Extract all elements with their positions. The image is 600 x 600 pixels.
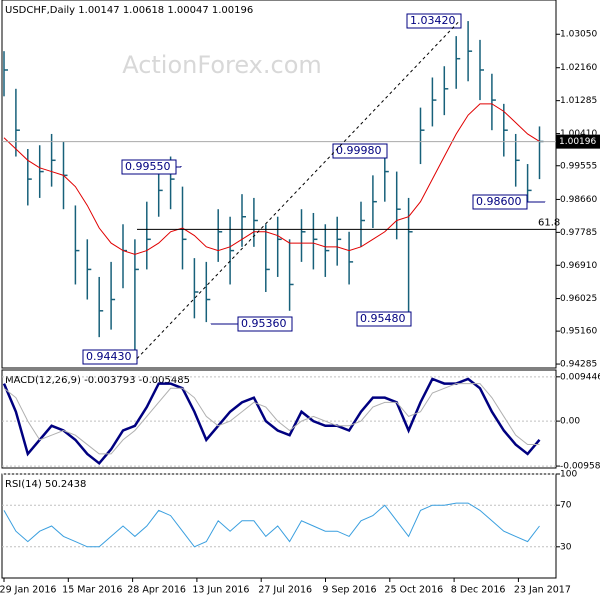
last-price-tag xyxy=(556,134,600,149)
fib-label: 61.8 xyxy=(538,217,560,228)
annotation-box xyxy=(332,143,388,159)
annotation-label: 1.03420 xyxy=(410,14,456,27)
y-tick-label: 1.02160 xyxy=(560,63,597,73)
chart-title: USDCHF,Daily 1.00147 1.00618 1.00047 1.0… xyxy=(5,5,253,16)
y-tick-label: 0.009446 xyxy=(560,372,600,382)
annotation-label: 0.98600 xyxy=(476,195,522,208)
y-tick-label: -0.009588 xyxy=(560,462,600,472)
annotation-box xyxy=(121,159,177,175)
watermark: ActionForex.com xyxy=(122,51,322,79)
rsi-title: RSI(14) 50.2438 xyxy=(5,479,86,490)
annotation-box xyxy=(237,316,293,332)
x-tick-label: 29 Jan 2016 xyxy=(0,585,56,596)
y-tick-label: 0.98660 xyxy=(560,195,597,205)
y-tick-label: 100 xyxy=(560,470,577,480)
y-tick-label: 0.96025 xyxy=(560,294,597,304)
series-line xyxy=(2,377,541,466)
y-tick-label: 0.97785 xyxy=(560,228,597,238)
series-line xyxy=(3,103,540,255)
annotation-label: 0.94430 xyxy=(86,350,132,363)
annotation-box xyxy=(356,311,412,327)
annotation-box xyxy=(406,13,462,29)
x-tick-label: 28 Apr 2016 xyxy=(127,585,186,596)
annotation-box xyxy=(472,194,528,210)
x-tick-label: 23 Jan 2017 xyxy=(514,585,571,596)
macd-title: MACD(12,26,9) -0.003793 -0.005485 xyxy=(5,375,190,386)
y-tick-label: 0.94285 xyxy=(560,360,597,370)
y-tick-label: 1.00410 xyxy=(560,129,597,139)
y-tick-label: 30 xyxy=(560,542,572,552)
x-tick-label: 27 Jul 2016 xyxy=(258,585,312,596)
x-tick-label: 25 Oct 2016 xyxy=(384,585,443,596)
y-tick-label: 0.00 xyxy=(560,417,580,427)
panel-frame xyxy=(1,369,557,469)
annotation-label: 0.95480 xyxy=(360,312,406,325)
y-tick-label: 0.95160 xyxy=(560,327,597,337)
y-tick-label: 1.01285 xyxy=(560,96,597,106)
series-line xyxy=(3,383,540,455)
y-tick-label: 0.99555 xyxy=(560,161,597,171)
x-tick-label: 8 Dec 2016 xyxy=(451,585,506,596)
x-tick-label: 15 Mar 2016 xyxy=(62,585,122,596)
annotation-label: 0.99550 xyxy=(125,160,171,173)
y-tick-label: 70 xyxy=(560,501,572,511)
y-tick-label: 0.96910 xyxy=(560,261,597,271)
annotation-label: 0.99980 xyxy=(336,144,382,157)
x-tick-label: 9 Sep 2016 xyxy=(322,585,376,596)
annotation-label: 0.95360 xyxy=(241,317,287,330)
annotation-box xyxy=(82,349,138,365)
last-price-label: 1.00196 xyxy=(559,137,596,147)
x-tick-label: 13 Jun 2016 xyxy=(192,585,249,596)
panel-frame xyxy=(1,0,557,369)
y-tick-label: 1.03050 xyxy=(560,30,597,40)
series-line xyxy=(3,502,540,548)
